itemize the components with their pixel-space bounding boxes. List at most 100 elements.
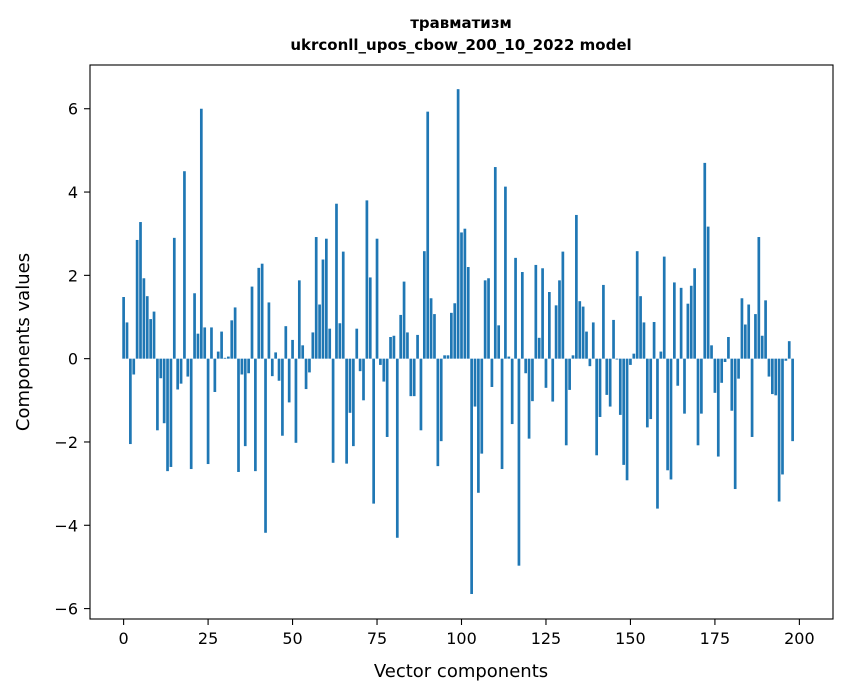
y-tick-label: −2	[54, 433, 78, 452]
bar	[439, 358, 443, 442]
bar	[443, 355, 446, 359]
bar	[406, 332, 409, 359]
bar	[294, 358, 298, 443]
bar	[635, 251, 639, 359]
bar	[662, 256, 666, 359]
bar	[649, 358, 653, 420]
y-axis-label: Components values	[13, 253, 34, 431]
bar	[500, 358, 504, 470]
y-tick-label: −6	[54, 600, 78, 619]
bar	[700, 358, 703, 414]
y-tick-label: 6	[68, 100, 78, 119]
bar	[395, 358, 399, 538]
bar	[544, 358, 548, 388]
bar	[368, 277, 372, 359]
bar	[716, 358, 720, 457]
bar	[186, 358, 190, 377]
bar	[777, 358, 781, 502]
bar	[754, 314, 757, 359]
bar	[666, 358, 669, 471]
bar	[548, 292, 551, 359]
bar	[281, 358, 284, 436]
bar	[710, 345, 713, 359]
bar	[125, 322, 129, 359]
bar	[639, 296, 642, 359]
bar	[686, 303, 690, 359]
bar	[199, 108, 203, 359]
bar	[693, 268, 696, 359]
bar	[713, 358, 717, 393]
bar	[517, 358, 521, 566]
bar	[483, 280, 487, 359]
x-tick-label: 100	[446, 629, 477, 648]
x-tick-label: 125	[531, 629, 562, 648]
bar	[568, 358, 571, 390]
bar	[787, 341, 791, 359]
bar	[196, 333, 200, 359]
bar	[466, 267, 470, 359]
bar	[460, 232, 463, 359]
bar	[318, 304, 321, 359]
bar	[578, 301, 582, 359]
bar	[422, 251, 426, 359]
bar	[730, 358, 734, 411]
bar	[689, 285, 693, 359]
bar	[257, 267, 261, 359]
bar	[291, 339, 294, 359]
bar	[784, 358, 788, 361]
bar	[132, 358, 136, 375]
bar	[409, 358, 413, 397]
bar	[679, 287, 683, 359]
bar	[345, 358, 348, 464]
bar	[227, 356, 230, 359]
bar	[632, 353, 636, 359]
bar	[166, 358, 169, 472]
bar	[463, 228, 467, 359]
bar	[659, 351, 663, 359]
bar	[733, 358, 737, 490]
bar	[122, 297, 125, 359]
bar	[311, 332, 315, 359]
bar	[450, 312, 453, 359]
bar	[169, 358, 173, 467]
bar	[558, 280, 561, 359]
bar	[203, 327, 207, 359]
bar	[389, 337, 392, 359]
bar	[321, 259, 325, 359]
bar	[531, 358, 534, 402]
bar	[240, 358, 244, 375]
chart-title-line1: травматизм	[410, 14, 512, 32]
bar	[510, 358, 514, 425]
bar	[595, 358, 598, 456]
bar	[379, 358, 382, 365]
bar	[159, 358, 163, 379]
bar	[642, 322, 646, 359]
bar	[767, 358, 771, 377]
bar	[206, 358, 210, 465]
bar	[223, 357, 227, 359]
bar	[426, 111, 430, 359]
y-axis-ticks: −6 −4 −2 0 2 4 6	[54, 100, 90, 619]
bar	[588, 358, 592, 367]
bar	[301, 345, 305, 359]
bar	[598, 358, 602, 417]
bar	[156, 358, 159, 431]
bar	[308, 358, 311, 373]
bar	[571, 355, 575, 359]
bar	[172, 237, 176, 359]
y-tick-label: 0	[68, 350, 78, 369]
bar	[162, 358, 166, 424]
bar	[412, 358, 416, 397]
bar	[564, 358, 568, 446]
bar	[477, 358, 480, 493]
bar	[247, 358, 250, 374]
x-axis-ticks: 0 25 50 75 100 125 150 175 200	[119, 619, 815, 648]
bar	[243, 358, 247, 447]
bar	[264, 358, 267, 533]
bar	[527, 358, 531, 439]
bar	[473, 358, 477, 407]
bar	[551, 358, 555, 402]
bar	[456, 89, 460, 359]
bar	[615, 358, 619, 360]
bar	[216, 351, 220, 359]
